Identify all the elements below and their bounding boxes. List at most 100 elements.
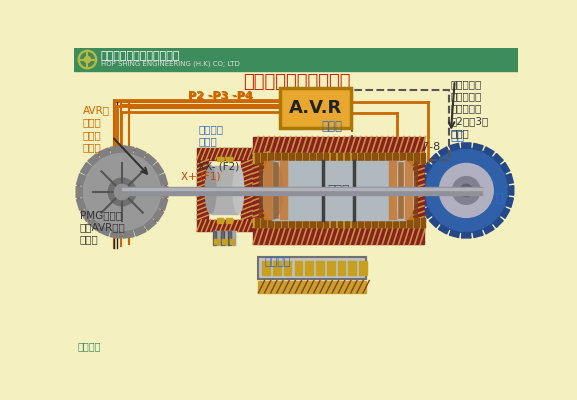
Polygon shape	[98, 226, 110, 236]
Polygon shape	[501, 162, 510, 173]
Bar	[358, 154, 363, 163]
Bar	[289, 154, 294, 163]
Polygon shape	[419, 186, 424, 195]
Text: HOP SHING ENGINEERING (H.K) CO; LTD: HOP SHING ENGINEERING (H.K) CO; LTD	[100, 61, 239, 68]
Bar	[310, 154, 314, 163]
Bar	[386, 218, 391, 228]
Polygon shape	[162, 186, 168, 198]
Polygon shape	[76, 186, 83, 198]
Polygon shape	[493, 217, 503, 228]
Bar	[372, 154, 377, 163]
Bar	[273, 261, 280, 275]
Bar	[353, 90, 448, 160]
Text: AVR输
出直流
电给励
磁定子: AVR输 出直流 电给励 磁定子	[83, 105, 110, 152]
Bar	[213, 231, 236, 245]
Bar	[305, 261, 313, 275]
Text: P2 -P3 -P4: P2 -P3 -P4	[188, 91, 252, 101]
Bar	[215, 239, 219, 244]
Bar	[316, 261, 324, 275]
Text: 轴承: 轴承	[451, 130, 465, 143]
Bar	[414, 154, 418, 163]
Polygon shape	[98, 148, 110, 158]
Bar	[73, 48, 518, 71]
Polygon shape	[110, 146, 121, 153]
Bar	[254, 154, 259, 163]
Bar	[358, 218, 363, 228]
Bar	[386, 154, 391, 163]
Bar	[296, 154, 301, 163]
Circle shape	[452, 176, 480, 204]
Bar	[224, 231, 227, 245]
Polygon shape	[449, 143, 459, 151]
Text: X+ (F1): X+ (F1)	[181, 171, 221, 181]
Circle shape	[82, 152, 162, 232]
Text: 6-7-8: 6-7-8	[411, 142, 441, 152]
Polygon shape	[439, 147, 449, 156]
Polygon shape	[134, 148, 146, 158]
Bar	[213, 231, 216, 245]
Bar	[253, 136, 424, 154]
Polygon shape	[123, 146, 134, 153]
Bar	[222, 239, 227, 244]
Bar	[197, 148, 252, 160]
Bar	[280, 88, 351, 128]
Text: 主转子: 主转子	[327, 184, 350, 197]
Bar	[262, 261, 270, 275]
Polygon shape	[429, 217, 440, 228]
Polygon shape	[493, 154, 503, 164]
Polygon shape	[419, 197, 426, 207]
Bar	[331, 154, 335, 163]
Bar	[365, 154, 370, 163]
Polygon shape	[144, 154, 156, 165]
Text: 合成工程（香港）有限公司: 合成工程（香港）有限公司	[100, 51, 180, 61]
Text: 内部培训: 内部培训	[77, 341, 101, 351]
Polygon shape	[506, 197, 514, 207]
Text: PMG提供电
源给AVR（安
装时）: PMG提供电 源给AVR（安 装时）	[80, 210, 125, 244]
Bar	[253, 154, 424, 163]
Bar	[379, 218, 384, 228]
Circle shape	[424, 148, 508, 233]
Circle shape	[439, 164, 493, 217]
Text: 整流模块: 整流模块	[264, 258, 291, 268]
Polygon shape	[462, 143, 471, 148]
Bar	[351, 218, 356, 228]
Bar	[296, 218, 301, 228]
Polygon shape	[134, 226, 146, 236]
Bar	[282, 154, 287, 163]
Bar	[344, 218, 349, 228]
Text: 主定子: 主定子	[321, 120, 342, 133]
Polygon shape	[473, 230, 483, 238]
Ellipse shape	[233, 166, 243, 214]
Circle shape	[78, 50, 97, 69]
Bar	[275, 154, 280, 163]
Polygon shape	[123, 231, 134, 238]
Ellipse shape	[261, 161, 283, 220]
Text: A.V.R: A.V.R	[288, 99, 342, 117]
Bar	[253, 228, 424, 244]
Bar	[241, 160, 252, 220]
Bar	[359, 261, 367, 275]
Bar	[310, 218, 314, 228]
Text: 轴: 轴	[496, 192, 503, 205]
Polygon shape	[88, 154, 100, 165]
Bar	[317, 154, 321, 163]
Bar	[421, 154, 425, 163]
Bar	[414, 218, 418, 228]
Circle shape	[460, 184, 473, 197]
Bar	[197, 220, 252, 231]
Bar	[400, 218, 404, 228]
Polygon shape	[144, 219, 156, 230]
Circle shape	[84, 56, 91, 63]
Polygon shape	[449, 230, 459, 238]
Bar	[272, 161, 404, 220]
Bar	[338, 261, 346, 275]
Bar	[230, 239, 234, 244]
Polygon shape	[506, 174, 514, 184]
Bar	[284, 261, 291, 275]
Bar	[393, 154, 398, 163]
Bar	[351, 154, 356, 163]
Polygon shape	[88, 219, 100, 230]
Bar	[261, 154, 266, 163]
Bar	[226, 156, 232, 161]
Polygon shape	[159, 198, 168, 210]
